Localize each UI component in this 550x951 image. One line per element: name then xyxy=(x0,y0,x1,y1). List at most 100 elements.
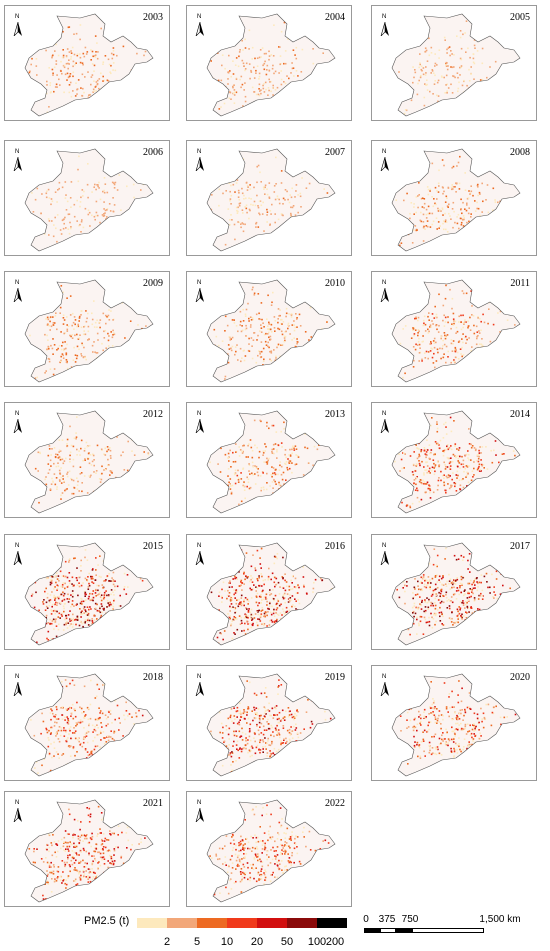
emission-pixel xyxy=(106,208,109,210)
emission-pixel xyxy=(294,553,297,556)
emission-pixel xyxy=(145,705,147,707)
emission-pixel xyxy=(100,603,103,605)
emission-pixel xyxy=(110,310,112,312)
emission-pixel xyxy=(50,622,53,625)
emission-pixel xyxy=(302,235,305,238)
emission-pixel xyxy=(284,449,287,451)
emission-pixel xyxy=(244,622,246,625)
emission-pixel xyxy=(130,37,132,40)
emission-pixel xyxy=(48,604,51,607)
emission-pixel xyxy=(485,199,487,201)
emission-pixel xyxy=(269,485,271,487)
emission-pixel xyxy=(467,559,469,562)
emission-pixel xyxy=(36,550,38,552)
emission-pixel xyxy=(414,578,416,580)
emission-pixel xyxy=(70,594,72,596)
emission-pixel xyxy=(99,326,101,329)
emission-pixel xyxy=(471,314,473,316)
emission-pixel xyxy=(46,316,49,319)
emission-pixel xyxy=(96,326,98,328)
emission-pixel xyxy=(444,239,447,242)
region-map xyxy=(391,279,521,383)
emission-pixel xyxy=(59,459,62,461)
emission-pixel xyxy=(425,456,427,459)
emission-pixel xyxy=(502,584,504,587)
emission-pixel xyxy=(440,479,442,482)
emission-pixel xyxy=(468,357,471,359)
emission-pixel xyxy=(247,444,249,447)
emission-pixel xyxy=(85,757,88,759)
emission-pixel xyxy=(510,341,513,343)
emission-pixel xyxy=(230,623,233,625)
emission-pixel xyxy=(60,476,62,479)
emission-pixel xyxy=(250,589,252,591)
emission-pixel xyxy=(233,589,235,591)
emission-pixel xyxy=(100,72,102,75)
emission-pixel xyxy=(119,223,121,226)
emission-pixel xyxy=(264,340,267,343)
emission-pixel xyxy=(63,332,65,335)
emission-pixel xyxy=(112,329,114,332)
emission-pixel xyxy=(243,89,245,91)
emission-pixel xyxy=(263,358,265,361)
emission-pixel xyxy=(110,72,112,75)
map-panel-2003: 2003 N xyxy=(4,5,170,121)
emission-pixel xyxy=(69,197,72,199)
emission-pixel xyxy=(500,606,502,608)
emission-pixel xyxy=(263,583,265,586)
emission-pixel xyxy=(465,476,467,478)
emission-pixel xyxy=(74,354,77,356)
emission-pixel xyxy=(467,486,470,489)
emission-pixel xyxy=(96,594,99,596)
emission-pixel xyxy=(481,338,483,340)
emission-pixel xyxy=(454,221,456,224)
emission-pixel xyxy=(425,621,428,624)
emission-pixel xyxy=(464,32,466,34)
emission-pixel xyxy=(417,580,419,583)
emission-pixel xyxy=(104,623,106,626)
emission-pixel xyxy=(70,477,72,480)
emission-pixel xyxy=(508,486,510,488)
emission-pixel xyxy=(99,319,102,321)
emission-pixel xyxy=(257,164,260,167)
emission-pixel xyxy=(445,335,447,337)
emission-pixel xyxy=(55,60,58,62)
north-label: N xyxy=(382,411,387,417)
emission-pixel xyxy=(431,635,433,637)
emission-pixel xyxy=(488,494,490,497)
emission-pixel xyxy=(400,478,403,481)
emission-pixel xyxy=(469,316,471,319)
emission-pixel xyxy=(251,345,253,347)
emission-pixel xyxy=(56,453,59,456)
emission-pixel xyxy=(239,603,241,605)
emission-pixel xyxy=(417,332,419,334)
emission-pixel xyxy=(87,754,90,757)
emission-pixel xyxy=(54,596,57,598)
emission-pixel xyxy=(485,446,487,448)
emission-pixel xyxy=(467,325,470,327)
emission-pixel xyxy=(137,466,140,469)
north-arrow-icon: N xyxy=(13,543,25,567)
emission-pixel xyxy=(471,227,473,230)
emission-pixel xyxy=(95,235,98,237)
emission-pixel xyxy=(489,66,491,68)
emission-pixel xyxy=(63,623,66,626)
emission-pixel xyxy=(403,199,405,202)
emission-pixel xyxy=(470,479,473,482)
emission-pixel xyxy=(279,309,281,311)
emission-pixel xyxy=(84,627,86,630)
emission-pixel xyxy=(402,311,405,314)
emission-pixel xyxy=(27,30,30,33)
emission-pixel xyxy=(239,296,241,299)
emission-pixel xyxy=(463,504,465,506)
emission-pixel xyxy=(109,455,112,457)
emission-pixel xyxy=(467,450,469,452)
emission-pixel xyxy=(237,507,239,509)
emission-pixel xyxy=(31,87,33,89)
emission-pixel xyxy=(260,181,262,183)
emission-pixel xyxy=(147,471,150,474)
emission-pixel xyxy=(95,81,98,83)
emission-pixel xyxy=(143,30,146,32)
emission-pixel xyxy=(112,50,115,52)
emission-pixel xyxy=(76,88,79,90)
